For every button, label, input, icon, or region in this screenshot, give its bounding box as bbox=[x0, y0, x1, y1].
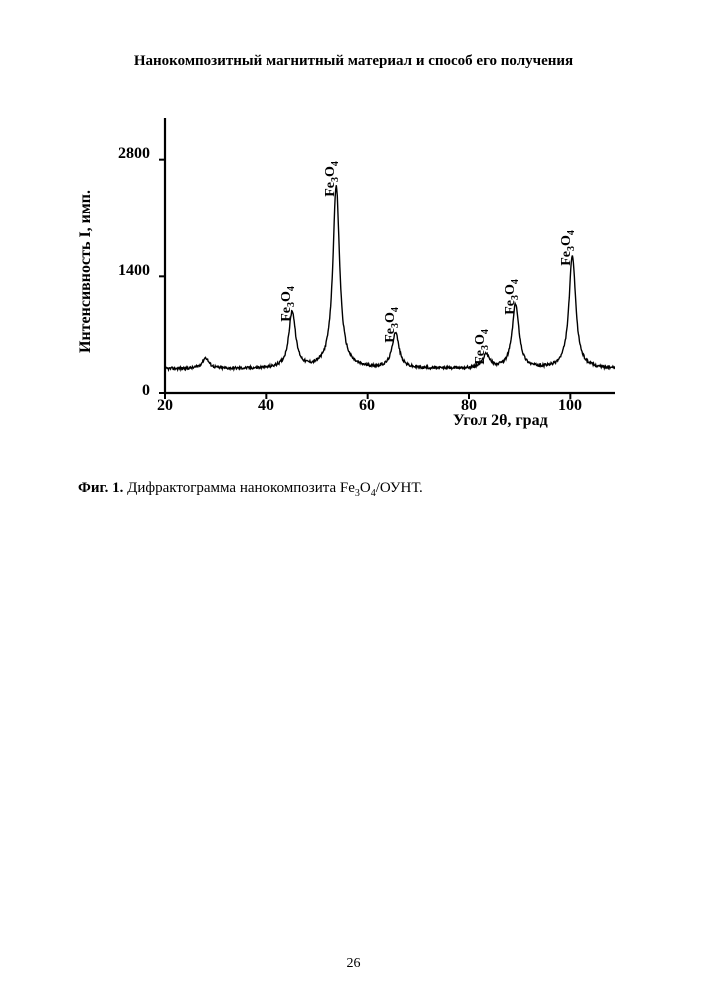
chart-svg bbox=[115, 115, 615, 435]
x-tick-0: 20 bbox=[145, 397, 185, 415]
x-tick-3: 80 bbox=[449, 397, 489, 415]
caption-text-c: /ОУНТ. bbox=[376, 480, 423, 496]
peak-label-3: Fe3O4 bbox=[383, 307, 401, 343]
page-title: Нанокомпозитный магнитный материал и спо… bbox=[0, 53, 707, 70]
x-tick-1: 40 bbox=[246, 397, 286, 415]
caption-text-a: Дифрактограмма нанокомпозита Fe bbox=[123, 480, 355, 496]
y-tick-2: 2800 bbox=[110, 145, 150, 163]
figure-caption: Фиг. 1. Дифрактограмма нанокомпозита Fe3… bbox=[78, 480, 423, 499]
x-tick-2: 60 bbox=[347, 397, 387, 415]
xrd-chart: Интенсивность I, имп. Угол 2θ, град 0 14… bbox=[115, 115, 615, 435]
y-axis-label: Интенсивность I, имп. bbox=[77, 190, 95, 353]
peak-label-4: Fe3O4 bbox=[473, 329, 491, 365]
peak-label-6: Fe3O4 bbox=[560, 230, 578, 266]
peak-label-2: Fe3O4 bbox=[323, 161, 341, 197]
page-number: 26 bbox=[0, 956, 707, 972]
x-tick-4: 100 bbox=[550, 397, 590, 415]
peak-label-5: Fe3O4 bbox=[503, 279, 521, 315]
caption-text-b: O bbox=[360, 480, 371, 496]
page: Нанокомпозитный магнитный материал и спо… bbox=[0, 0, 707, 1000]
y-tick-1: 1400 bbox=[110, 262, 150, 280]
peak-label-1: Fe3O4 bbox=[279, 286, 297, 322]
y-tick-0: 0 bbox=[110, 382, 150, 400]
caption-fig: Фиг. 1. bbox=[78, 480, 123, 496]
